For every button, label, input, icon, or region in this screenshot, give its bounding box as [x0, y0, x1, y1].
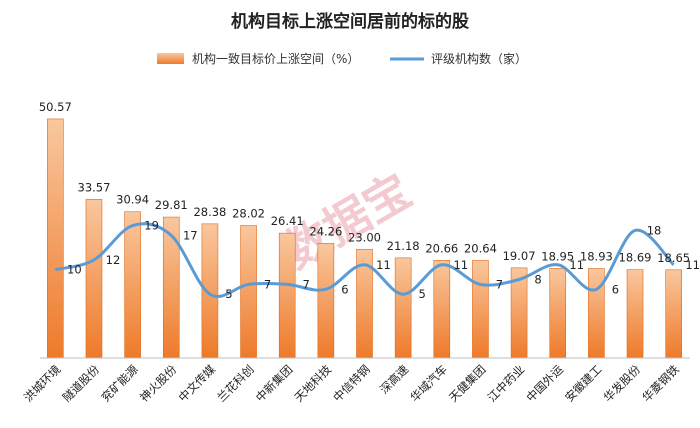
chart-title: 机构目标上涨空间居前的标的股	[231, 11, 469, 32]
bar-value-label: 50.57	[39, 100, 72, 114]
category-label: 华菱钢铁	[639, 362, 682, 405]
category-label: 安徽建工	[562, 362, 604, 404]
bar-0	[47, 118, 64, 359]
category-label: 神火股份	[137, 362, 180, 405]
category-label: 中新集团	[253, 362, 295, 404]
category-label: 兰花科创	[214, 362, 256, 404]
bar-15	[626, 269, 644, 359]
bar-16	[665, 269, 682, 359]
count-value-label: 10	[67, 263, 82, 277]
category-label: 中信特钢	[330, 362, 372, 404]
bar-value-label: 20.66	[425, 241, 458, 255]
bar-value-label: 19.07	[503, 249, 536, 263]
bar-7	[317, 243, 335, 359]
category-label: 华发股份	[601, 362, 644, 405]
bar-value-label: 23.00	[348, 230, 381, 244]
category-label: 天健集团	[446, 362, 488, 404]
bar-1	[85, 199, 103, 359]
count-value-label: 11	[376, 258, 391, 272]
count-value-label: 19	[144, 219, 159, 233]
count-value-label: 5	[418, 287, 425, 301]
count-value-label: 11	[685, 258, 700, 272]
count-value-label: 12	[106, 253, 121, 267]
count-value-label: 11	[453, 258, 468, 272]
bar-value-label: 18.95	[541, 249, 574, 263]
bar-value-label: 18.93	[580, 250, 613, 264]
bar-value-label: 30.94	[116, 193, 149, 207]
bar-value-label: 20.64	[464, 241, 497, 255]
category-label: 洪城环境	[21, 362, 63, 404]
category-label: 华域汽车	[407, 362, 449, 404]
category-label: 兖矿能源	[98, 362, 141, 405]
category-label: 中文传媒	[176, 362, 219, 405]
category-label: 江中药业	[485, 362, 527, 404]
bar-value-label: 21.18	[387, 239, 420, 253]
legend: 机构一致目标价上涨空间（%） 评级机构数（家）	[157, 51, 527, 66]
bar-10	[433, 260, 451, 359]
count-value-label: 7	[303, 277, 310, 291]
legend-bar-label: 机构一致目标价上涨空间（%）	[192, 51, 359, 66]
category-label: 深高速	[377, 362, 412, 397]
legend-line-label: 评级机构数（家）	[431, 51, 527, 66]
bar-value-label: 29.81	[155, 198, 188, 212]
legend-bar-swatch	[157, 53, 184, 64]
count-value-label: 8	[534, 273, 541, 287]
bar-value-label: 18.69	[619, 251, 652, 265]
bar-6	[278, 232, 296, 359]
bar-11	[472, 260, 489, 359]
bar-13	[549, 268, 567, 359]
line-group	[54, 222, 675, 298]
count-value-label: 7	[496, 277, 503, 291]
bar-5	[240, 225, 257, 359]
count-value-label: 18	[647, 223, 662, 237]
bar-3	[162, 216, 180, 359]
count-value-label: 6	[341, 282, 348, 296]
count-value-label: 17	[183, 228, 198, 242]
bar-2	[124, 211, 141, 359]
bar-value-label: 18.65	[657, 251, 690, 265]
count-line	[54, 222, 675, 298]
bar-9	[394, 257, 412, 359]
bar-value-label: 24.26	[309, 224, 342, 238]
category-label: 天地科技	[292, 362, 335, 405]
bar-value-label: 28.02	[232, 207, 265, 221]
count-value-label: 6	[612, 282, 619, 296]
count-value-label: 11	[569, 258, 584, 272]
count-value-label: 5	[225, 287, 232, 301]
bar-value-label: 33.57	[78, 180, 111, 194]
count-value-label: 7	[264, 277, 271, 291]
bar-value-label: 28.38	[193, 205, 226, 219]
category-label: 中国外运	[523, 362, 566, 405]
category-label: 隧道股份	[60, 362, 103, 405]
bar-value-label: 26.41	[271, 214, 304, 228]
